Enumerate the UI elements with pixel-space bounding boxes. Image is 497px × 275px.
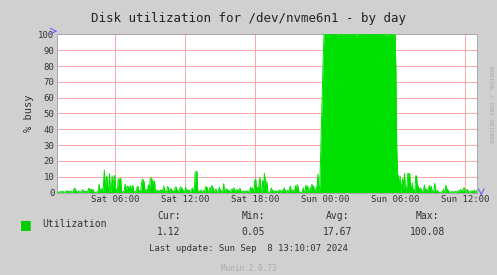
Text: 1.12: 1.12 (157, 227, 181, 237)
Text: Min:: Min: (242, 211, 265, 221)
Text: 17.67: 17.67 (323, 227, 353, 237)
Text: Last update: Sun Sep  8 13:10:07 2024: Last update: Sun Sep 8 13:10:07 2024 (149, 244, 348, 253)
Text: ■: ■ (20, 218, 32, 231)
Text: 100.08: 100.08 (410, 227, 445, 237)
Text: Max:: Max: (415, 211, 439, 221)
Text: 0.05: 0.05 (242, 227, 265, 237)
Text: Munin 2.0.73: Munin 2.0.73 (221, 265, 276, 273)
Text: Cur:: Cur: (157, 211, 181, 221)
Text: RRDTOOL / TOBI OETIKER: RRDTOOL / TOBI OETIKER (489, 66, 494, 143)
Text: Disk utilization for /dev/nvme6n1 - by day: Disk utilization for /dev/nvme6n1 - by d… (91, 12, 406, 25)
Text: Avg:: Avg: (326, 211, 350, 221)
Text: Utilization: Utilization (42, 219, 107, 229)
Y-axis label: % busy: % busy (24, 95, 34, 132)
